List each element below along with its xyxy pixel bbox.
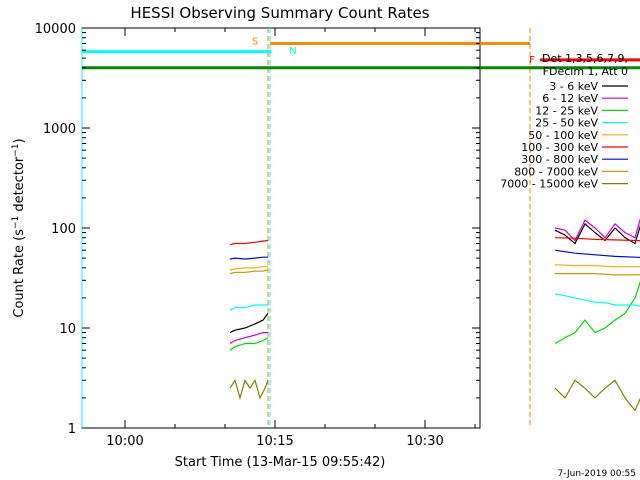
series-3-segment-1 bbox=[554, 293, 640, 307]
legend-label: 300 - 800 keV bbox=[521, 153, 598, 166]
axes-layer: 10:00 10:15 10:30 1 10 100 1000 10000 bbox=[35, 22, 480, 449]
series-4-segment-0 bbox=[229, 266, 268, 271]
legend-label: 25 - 50 keV bbox=[535, 117, 598, 130]
series-layer bbox=[229, 217, 640, 412]
legend-label: 100 - 300 keV bbox=[521, 141, 598, 154]
series-6 bbox=[229, 249, 640, 260]
plot-border bbox=[81, 27, 481, 429]
series-2-segment-0 bbox=[229, 337, 269, 351]
legend-header: FDecim 1, Att 0 bbox=[543, 65, 628, 78]
series-3 bbox=[229, 293, 640, 311]
series-8-segment-0 bbox=[229, 378, 269, 401]
series-2 bbox=[229, 280, 640, 351]
series-0 bbox=[229, 222, 640, 334]
series-0-segment-1 bbox=[554, 222, 640, 245]
series-8 bbox=[229, 378, 640, 412]
y-axis-label: Count Rate (s−1 detector−1) bbox=[11, 138, 27, 317]
y-tick-label: 100 bbox=[51, 222, 76, 237]
series-2-segment-1 bbox=[554, 280, 640, 345]
x-axis-label: Start Time (13-Mar-15 09:55:42) bbox=[175, 455, 386, 470]
x-tick-label: 10:15 bbox=[256, 434, 293, 449]
series-3-segment-0 bbox=[229, 304, 268, 311]
x-tick-label: 10:30 bbox=[406, 434, 443, 449]
chart-title: HESSI Observing Summary Count Rates bbox=[130, 4, 429, 22]
series-7-segment-1 bbox=[555, 273, 640, 276]
series-1-segment-0 bbox=[229, 332, 268, 345]
legend-label: 3 - 6 keV bbox=[549, 80, 598, 93]
flag-label-s: S bbox=[252, 36, 258, 47]
series-5-segment-1 bbox=[554, 237, 640, 242]
flag-label-n: N bbox=[289, 46, 296, 57]
series-4 bbox=[229, 264, 640, 271]
y-tick-label: 1 bbox=[68, 422, 76, 437]
y-tick-label: 10000 bbox=[35, 22, 76, 37]
series-6-segment-0 bbox=[229, 256, 268, 260]
series-1-segment-1 bbox=[554, 217, 640, 242]
series-8-segment-1 bbox=[554, 379, 640, 412]
legend-label: 50 - 100 keV bbox=[528, 129, 598, 142]
x-tick-label: 10:00 bbox=[106, 434, 143, 449]
series-5 bbox=[229, 237, 640, 246]
y-tick-label: 10 bbox=[59, 322, 76, 337]
series-1 bbox=[229, 217, 640, 345]
legend-label: 800 - 7000 keV bbox=[514, 165, 598, 178]
y-tick-label: 1000 bbox=[43, 122, 76, 137]
series-7 bbox=[229, 269, 640, 276]
annotation-layer: SNFRD0RD6 bbox=[81, 28, 640, 428]
series-6-segment-1 bbox=[554, 249, 640, 259]
series-5-segment-0 bbox=[229, 239, 269, 246]
flag-marker-2 bbox=[268, 50, 272, 54]
legend-label: 7000 - 15000 keV bbox=[500, 178, 598, 191]
series-7-segment-0 bbox=[229, 269, 269, 275]
legend-label: 6 - 12 keV bbox=[542, 92, 598, 105]
legend-header: Det 1,3,5,6,7,9, bbox=[542, 52, 628, 65]
series-0-segment-0 bbox=[229, 313, 269, 334]
legend-label: 12 - 25 keV bbox=[535, 104, 598, 117]
flag-label-f: F bbox=[529, 55, 535, 66]
legend: Det 1,3,5,6,7,9,FDecim 1, Att 0 3 - 6 keV… bbox=[500, 52, 628, 191]
plot-frame bbox=[81, 27, 481, 429]
series-4-segment-1 bbox=[554, 264, 640, 268]
footer-timestamp: 7-Jun-2019 00:55 bbox=[558, 469, 637, 479]
